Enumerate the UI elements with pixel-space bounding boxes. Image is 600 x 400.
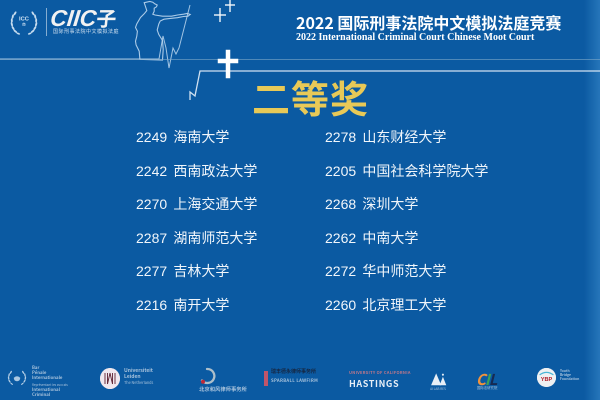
svg-text:YBP: YBP: [541, 377, 553, 383]
